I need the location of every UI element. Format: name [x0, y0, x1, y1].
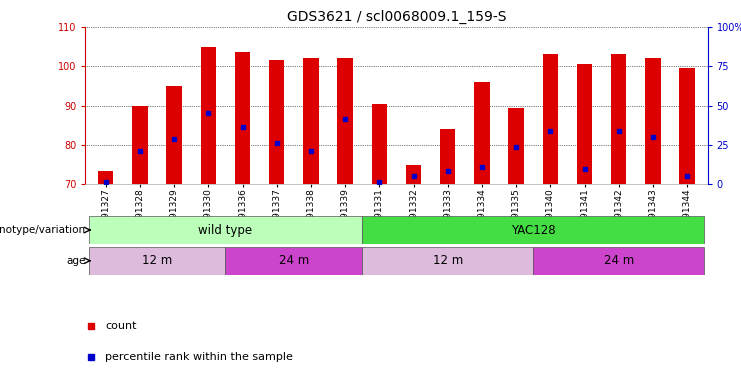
Bar: [337, 58, 353, 184]
Bar: [534, 247, 704, 275]
Bar: [406, 165, 421, 184]
Bar: [201, 46, 216, 184]
Bar: [303, 58, 319, 184]
Bar: [645, 58, 661, 184]
Text: count: count: [105, 321, 137, 331]
Bar: [474, 82, 490, 184]
Bar: [225, 247, 362, 275]
Bar: [98, 170, 113, 184]
Text: 12 m: 12 m: [433, 254, 463, 267]
Bar: [89, 216, 362, 244]
Bar: [89, 247, 225, 275]
Bar: [167, 86, 182, 184]
Bar: [362, 247, 534, 275]
Bar: [269, 60, 285, 184]
Title: GDS3621 / scl0068009.1_159-S: GDS3621 / scl0068009.1_159-S: [287, 10, 506, 25]
Bar: [508, 108, 524, 184]
Bar: [679, 68, 695, 184]
Text: YAC128: YAC128: [511, 223, 556, 237]
Bar: [372, 104, 387, 184]
Text: age: age: [67, 256, 86, 266]
Text: genotype/variation: genotype/variation: [0, 225, 86, 235]
Bar: [611, 55, 626, 184]
Text: 24 m: 24 m: [604, 254, 634, 267]
Bar: [576, 64, 592, 184]
Bar: [132, 106, 147, 184]
Text: wild type: wild type: [199, 223, 253, 237]
Bar: [235, 53, 250, 184]
Bar: [362, 216, 704, 244]
Bar: [542, 55, 558, 184]
Text: percentile rank within the sample: percentile rank within the sample: [105, 352, 293, 362]
Bar: [440, 129, 456, 184]
Text: 24 m: 24 m: [279, 254, 309, 267]
Text: 12 m: 12 m: [142, 254, 172, 267]
